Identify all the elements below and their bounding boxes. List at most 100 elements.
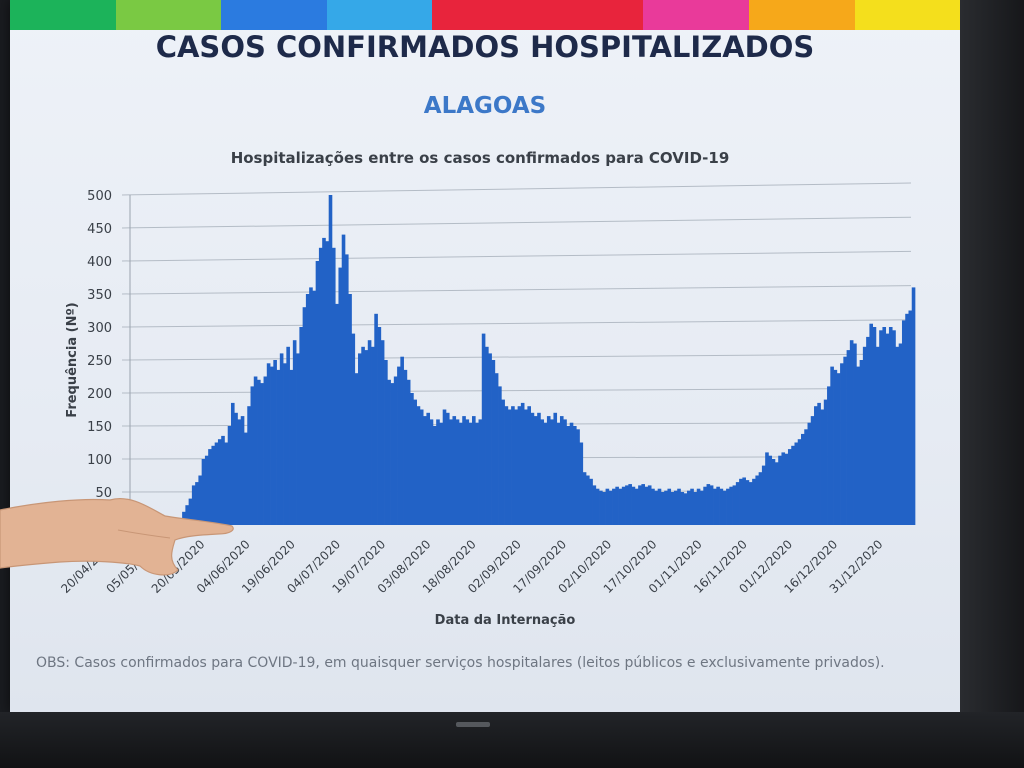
bar (635, 489, 639, 525)
bar (325, 241, 329, 525)
bar (824, 400, 828, 525)
bar (319, 248, 323, 525)
bar (596, 489, 600, 525)
y-tick-label: 400 (87, 255, 112, 270)
bar (394, 377, 398, 526)
bar (856, 367, 860, 525)
bar (430, 419, 434, 525)
bar (847, 350, 851, 525)
bar (840, 363, 844, 525)
bar (589, 479, 593, 525)
bar (508, 410, 512, 526)
bar (296, 353, 300, 525)
bar (710, 485, 714, 525)
bar (466, 419, 470, 525)
bar (654, 491, 658, 525)
bar (817, 403, 821, 525)
bar (472, 416, 476, 525)
bar (260, 383, 264, 525)
bar (527, 406, 531, 525)
bar (345, 254, 349, 525)
bar (886, 334, 890, 525)
bar (651, 489, 655, 525)
observation-note: OBS: Casos confirmados para COVID-19, em… (36, 652, 936, 674)
bar (902, 320, 906, 525)
bar (742, 477, 746, 525)
bar (257, 380, 261, 525)
bar (755, 476, 759, 526)
bar (462, 416, 466, 525)
bar (723, 491, 727, 525)
bar (332, 248, 336, 525)
bar (365, 350, 369, 525)
bar (482, 334, 486, 525)
bar (606, 489, 610, 525)
bar (303, 307, 307, 525)
bar (866, 337, 870, 525)
bar (566, 426, 570, 525)
pointing-hand (0, 490, 240, 580)
bar (638, 485, 642, 525)
bar (495, 373, 499, 525)
gridline (122, 286, 911, 294)
bar (703, 487, 707, 525)
bar (492, 360, 496, 525)
bar (781, 452, 785, 525)
y-tick-label: 100 (87, 453, 112, 468)
bar (524, 410, 528, 526)
bar (400, 357, 404, 525)
bar (791, 446, 795, 525)
bar (765, 452, 769, 525)
chart-title: Hospitalizações entre os casos confirmad… (231, 149, 730, 167)
monitor-bezel (0, 712, 1024, 768)
bar (459, 423, 463, 525)
bar (905, 314, 909, 525)
bar (889, 327, 893, 525)
bar (251, 386, 255, 525)
bar (544, 423, 548, 525)
bar (853, 344, 857, 526)
bar (612, 489, 616, 525)
bar (752, 479, 756, 525)
bar (407, 380, 411, 525)
bar (338, 268, 342, 525)
bar (550, 419, 554, 525)
bar (843, 357, 847, 525)
bar (456, 419, 460, 525)
bar (280, 353, 284, 525)
bar (479, 419, 483, 525)
gridline (122, 183, 911, 195)
bar (368, 340, 372, 525)
y-tick-label: 150 (87, 420, 112, 435)
bar (850, 340, 854, 525)
bar (531, 413, 535, 525)
bar (863, 347, 867, 525)
bar (270, 367, 274, 525)
bar (322, 238, 326, 525)
bar (514, 410, 518, 526)
bar (417, 406, 421, 525)
bar (485, 347, 489, 525)
bar (342, 235, 346, 525)
bar (576, 429, 580, 525)
bar (729, 487, 733, 525)
x-axis-label: Data da Internação (435, 613, 576, 628)
bar (599, 491, 603, 525)
bar (387, 380, 391, 525)
bar (534, 416, 538, 525)
bar (720, 489, 724, 525)
bar (860, 360, 864, 525)
bar (632, 487, 636, 525)
bar (241, 416, 245, 525)
bar (264, 377, 268, 526)
bar (283, 363, 287, 525)
bar (378, 327, 382, 525)
bar (436, 419, 440, 525)
bar (749, 482, 753, 525)
y-axis-ticks: 50100150200250300350400450500 (87, 189, 112, 501)
bar (410, 393, 414, 525)
bar (580, 443, 584, 526)
bar (674, 491, 678, 525)
bar (814, 406, 818, 525)
bar (316, 261, 320, 525)
